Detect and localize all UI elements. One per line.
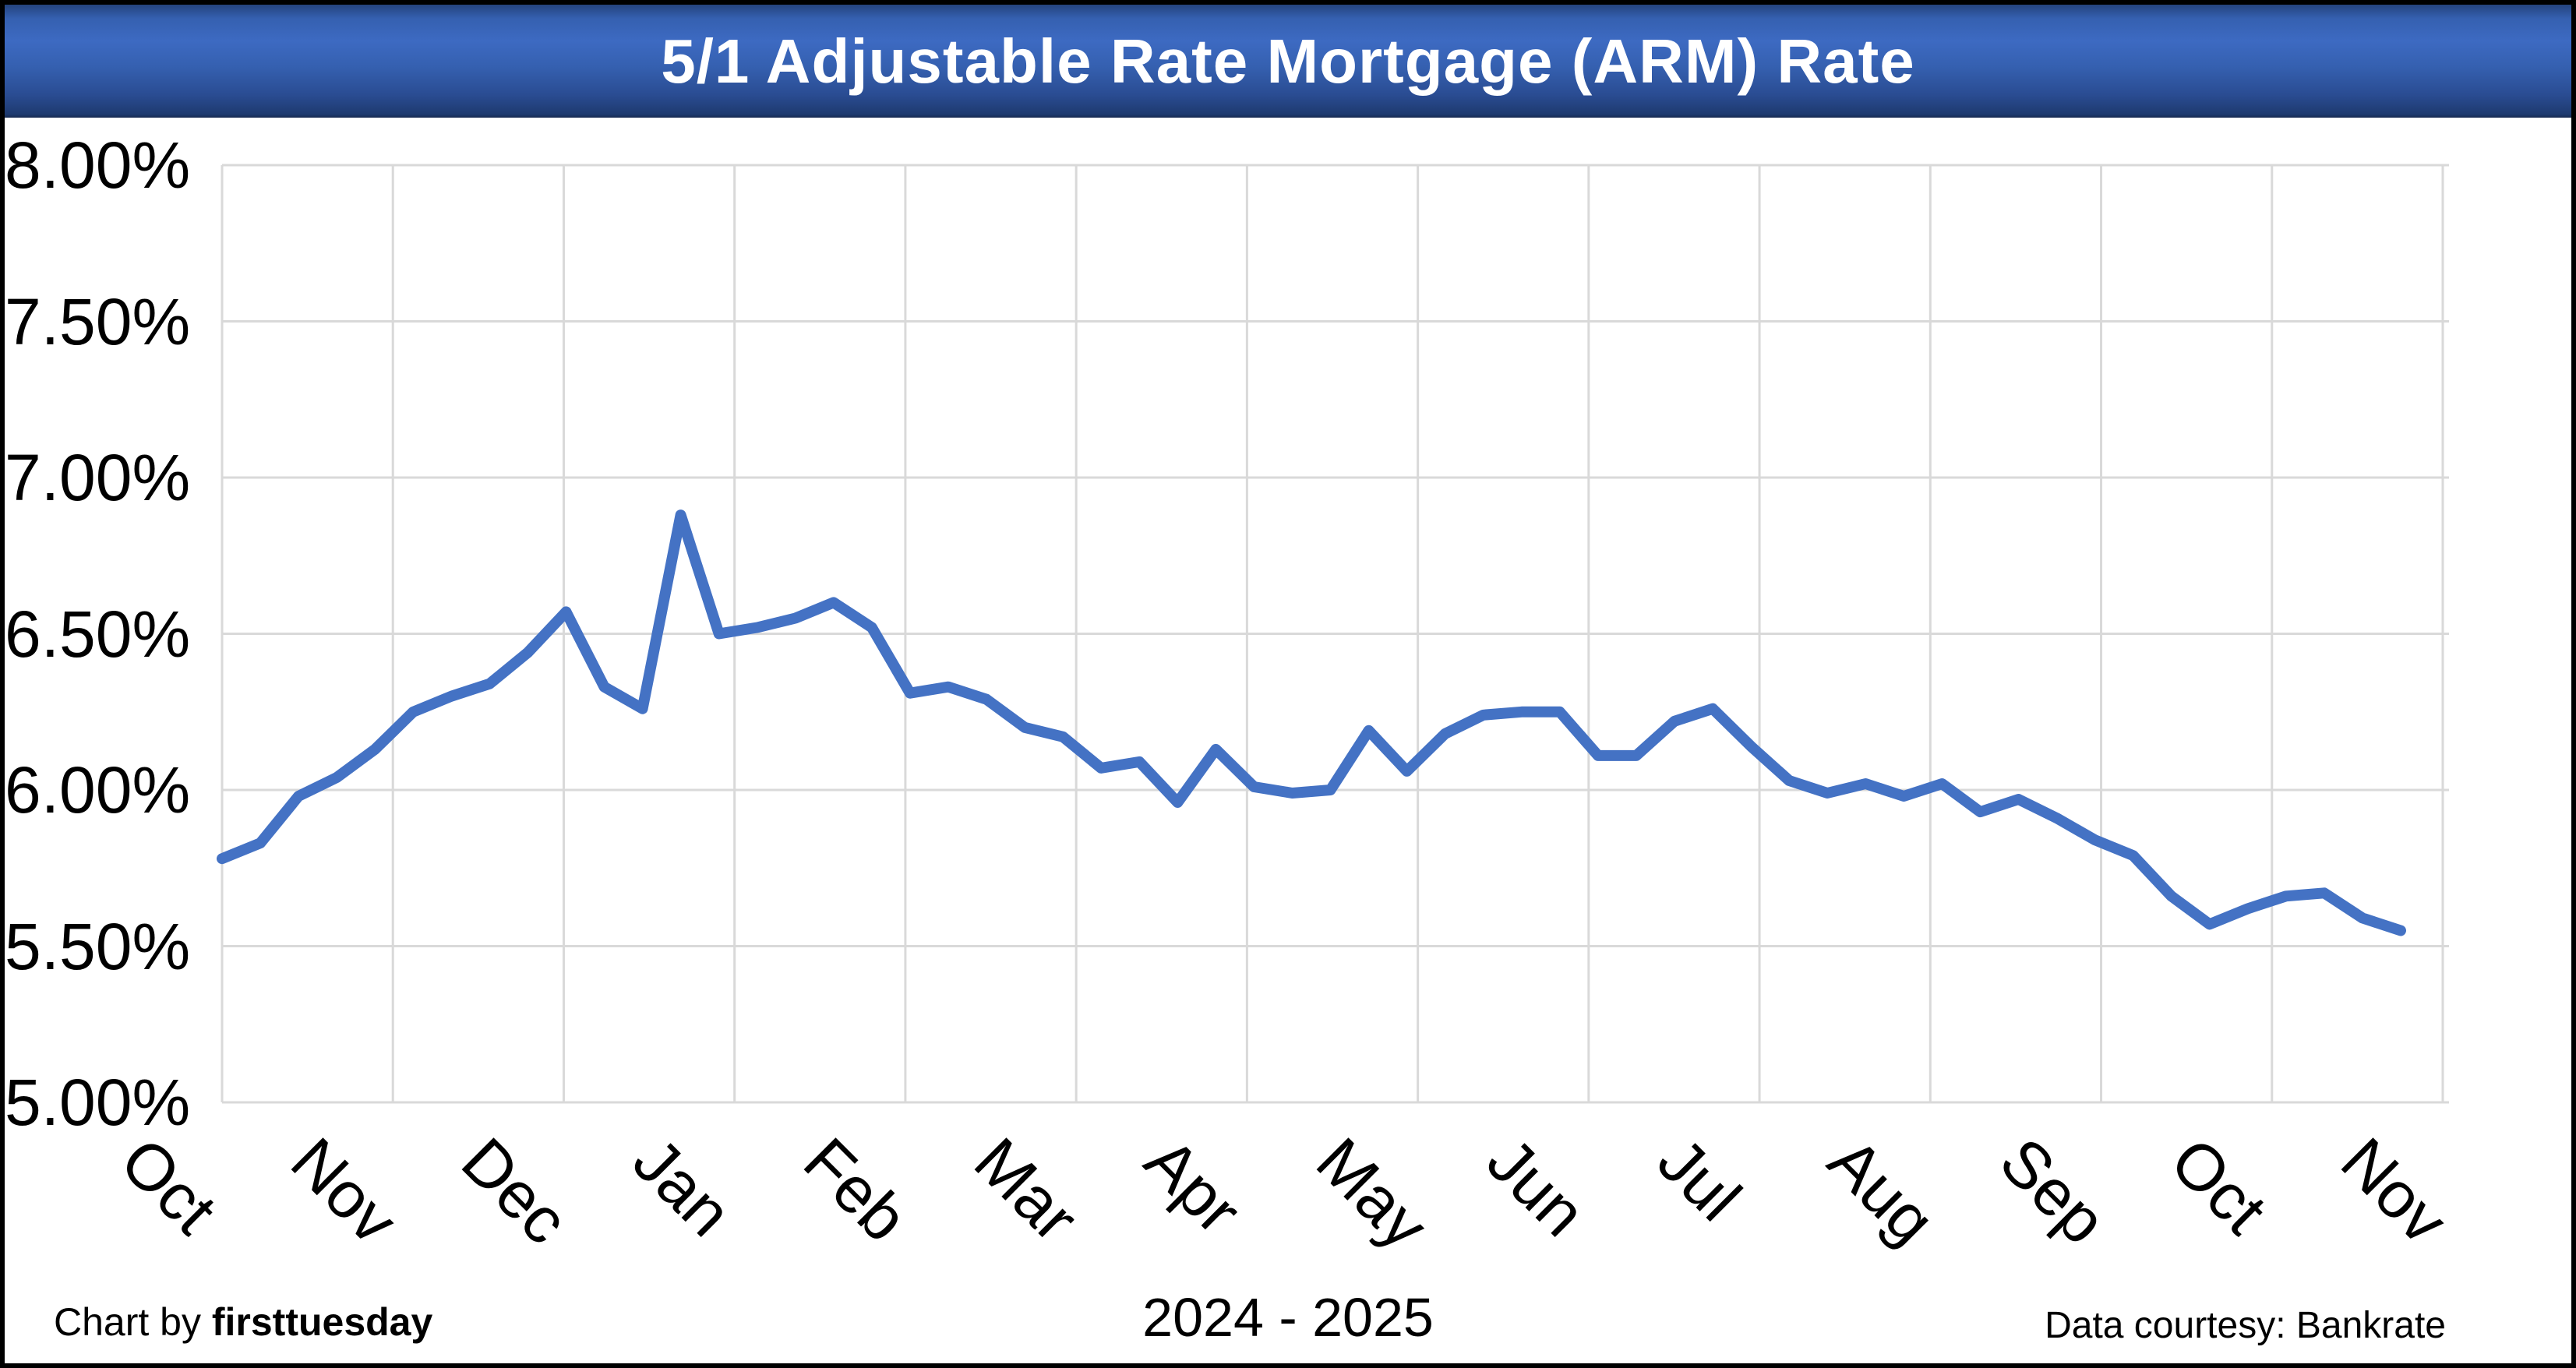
title-banner: 5/1 Adjustable Rate Mortgage (ARM) Rate bbox=[5, 5, 2571, 118]
y-tick-label: 8.00% bbox=[5, 129, 191, 202]
credit-brand: firsttuesday bbox=[211, 1300, 433, 1344]
y-tick-label: 6.50% bbox=[5, 597, 191, 671]
y-tick-label: 5.50% bbox=[5, 909, 191, 983]
y-tick-label: 7.50% bbox=[5, 284, 191, 358]
data-source-label: Data courtesy: Bankrate bbox=[2045, 1305, 2446, 1346]
chart-credit: Chart by firsttuesday bbox=[54, 1299, 432, 1345]
credit-prefix: Chart by bbox=[54, 1300, 212, 1344]
x-axis-period-label: 2024 - 2025 bbox=[1142, 1287, 1434, 1348]
y-tick-label: 7.00% bbox=[5, 441, 191, 514]
y-tick-label: 6.00% bbox=[5, 753, 191, 827]
line-chart bbox=[217, 164, 2449, 1104]
chart-title: 5/1 Adjustable Rate Mortgage (ARM) Rate bbox=[661, 26, 1915, 96]
plot-region: 8.00% 7.50% 7.00% 6.50% 6.00% 5.50% 5.00% Oct N… bbox=[5, 118, 2571, 1363]
arm-rate-line bbox=[217, 509, 2406, 936]
y-tick-label: 5.00% bbox=[5, 1066, 191, 1139]
